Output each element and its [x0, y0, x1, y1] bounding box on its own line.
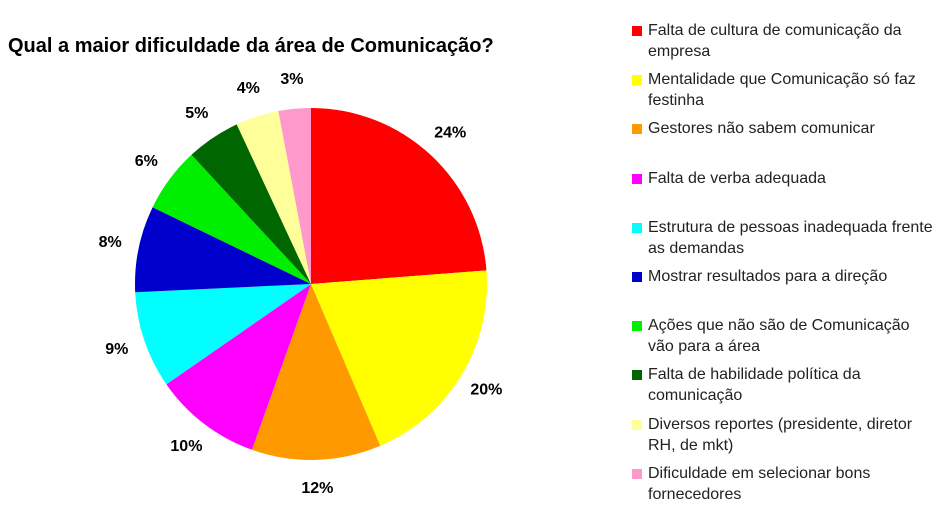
data-label: 20%	[470, 381, 502, 398]
legend-label: Mostrar resultados para a direção	[648, 268, 888, 285]
legend-swatch	[632, 173, 642, 184]
legend-label: Falta de cultura de comunicação da empre…	[648, 22, 902, 60]
legend-label: Dificuldade em selecionar bons fornecedo…	[648, 464, 871, 503]
data-label: 9%	[105, 341, 128, 358]
data-label: 12%	[301, 480, 333, 497]
legend-label: Gestores não sabem comunicar	[648, 120, 875, 138]
legend-label: Diversos reportes (presidente, diretor R…	[648, 415, 913, 454]
pie-slice	[236, 111, 311, 284]
legend-swatch	[632, 321, 642, 332]
chart: Qual a maior dificuldade da área de Comu…	[8, 35, 502, 497]
legend-swatch	[632, 222, 642, 233]
data-label: 10%	[170, 438, 202, 455]
pie-slice	[311, 108, 487, 284]
legend-label: Falta de verba adequada	[648, 169, 826, 187]
chart-title: Qual a maior dificuldade da área de Comu…	[8, 35, 494, 57]
data-label: 4%	[237, 80, 260, 97]
pie-slice	[134, 207, 311, 293]
legend-swatch	[632, 419, 642, 430]
legend-swatch	[632, 26, 642, 36]
pie-slice	[251, 284, 381, 460]
legend-swatch	[632, 272, 642, 282]
data-label: 6%	[135, 153, 158, 170]
pie-slice	[152, 154, 311, 284]
legend-label: Estrutura de pessoas inadequada frente a…	[648, 218, 933, 257]
data-label: 8%	[99, 234, 122, 251]
pie-slice	[278, 108, 311, 284]
pie-slice	[166, 284, 311, 450]
legend-swatch	[632, 468, 642, 479]
data-label: 3%	[280, 71, 303, 88]
legend-label: Falta de habilidade política da comunica…	[648, 366, 861, 405]
legend-swatch	[632, 75, 642, 86]
legend-label: Mentalidade que Comunicação só faz festi…	[648, 71, 916, 110]
legend-swatch	[632, 370, 642, 381]
pie-slice	[135, 284, 311, 385]
legend-label: Ações que não são de Comunicação vão par…	[648, 317, 910, 356]
data-label: 24%	[434, 125, 466, 142]
pie-slice	[191, 124, 311, 284]
legend-swatch	[632, 124, 642, 135]
pie-slice	[311, 270, 488, 446]
data-label: 5%	[185, 105, 208, 122]
